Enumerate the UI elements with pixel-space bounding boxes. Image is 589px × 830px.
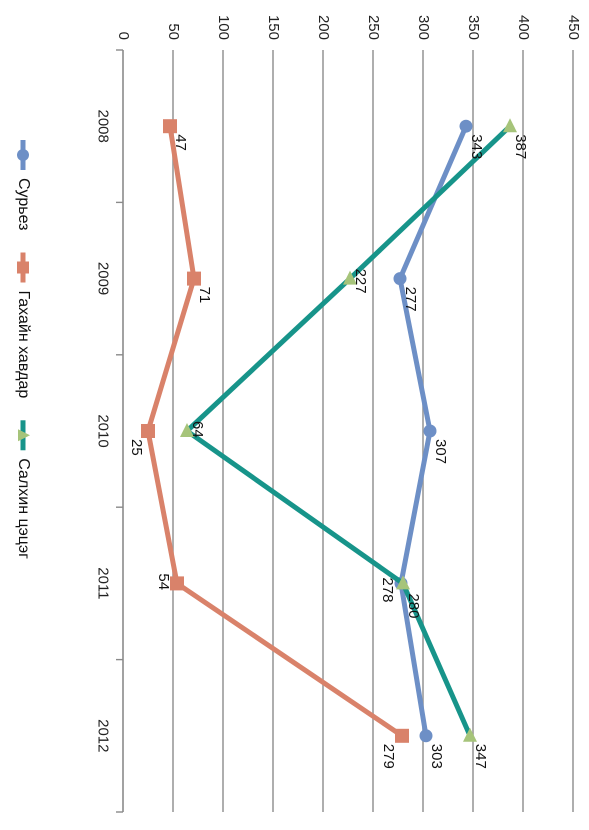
series-3: [180, 118, 517, 742]
y-tick-label: 100: [215, 15, 232, 40]
data-point: [393, 272, 407, 286]
series-line: [184, 124, 512, 737]
data-point: [187, 271, 201, 286]
data-label: 47: [172, 134, 189, 151]
series-2: [141, 119, 409, 743]
data-label: 303: [428, 744, 445, 769]
data-point: [395, 728, 409, 743]
legend-label: Салхин цэцэг: [15, 458, 32, 559]
legend-item-1: Сурьез: [15, 140, 32, 231]
y-tick-label: 400: [515, 15, 532, 40]
data-point: [459, 119, 473, 133]
series: [141, 118, 517, 743]
data-label: 71: [196, 287, 213, 304]
data-label: 307: [432, 439, 449, 464]
data-label: 54: [155, 573, 172, 590]
data-point: [423, 424, 437, 438]
axes: [116, 49, 124, 813]
data-label: 343: [468, 134, 485, 159]
data-point: [503, 118, 517, 133]
y-tick-label: 150: [265, 15, 282, 40]
x-tick-label: 2011: [95, 567, 112, 599]
plot-area: 343 277 307 278 303 47 71 25 54 279 387 227 64 280 347…: [95, 15, 582, 813]
y-tick-label: 350: [465, 15, 482, 40]
y-tick-label: 50: [165, 23, 182, 40]
data-labels: 343 277 307 278 303 47 71 25 54 279 387 227 64 280 347: [128, 134, 529, 769]
legend-marker: [18, 429, 30, 442]
data-label: 64: [189, 421, 206, 438]
y-tick-label: 200: [315, 15, 332, 40]
data-label: 279: [380, 744, 397, 769]
x-tick-label: 2012: [95, 719, 112, 752]
legend-marker: [17, 261, 29, 274]
data-point: [463, 727, 477, 742]
data-point: [141, 424, 155, 438]
data-label: 387: [512, 134, 529, 159]
data-label: 278: [379, 577, 396, 602]
data-point: [163, 119, 177, 134]
legend-marker: [17, 149, 29, 161]
y-tick-label: 0: [115, 32, 132, 40]
x-tick-label: 2008: [95, 110, 112, 143]
y-tick-label: 300: [415, 15, 432, 40]
data-label: 25: [128, 439, 145, 456]
data-label: 280: [405, 593, 422, 618]
data-label: 227: [352, 269, 369, 294]
legend: Сурьез Гахайн хавдар Салхин цэцэг: [15, 140, 32, 559]
legend-label: Гахайн хавдар: [15, 291, 32, 399]
gridlines: [172, 50, 574, 812]
data-label: 277: [402, 287, 419, 312]
legend-item-3: Салхин цэцэг: [15, 420, 32, 559]
y-tick-label: 450: [565, 15, 582, 40]
data-label: 347: [472, 744, 489, 769]
legend-label: Сурьез: [15, 178, 32, 231]
x-tick-label: 2009: [95, 262, 112, 295]
data-point: [343, 270, 357, 285]
data-point: [170, 576, 184, 591]
legend-item-2: Гахайн хавдар: [15, 252, 32, 399]
data-point: [396, 575, 410, 590]
x-tick-label: 2010: [95, 414, 112, 447]
tick-labels: 0 50 100 150 200 250 300 350 400 450 2008 2009 2010 2…: [95, 15, 582, 753]
data-point: [180, 423, 194, 437]
data-point: [419, 729, 433, 743]
y-tick-label: 250: [365, 15, 382, 40]
